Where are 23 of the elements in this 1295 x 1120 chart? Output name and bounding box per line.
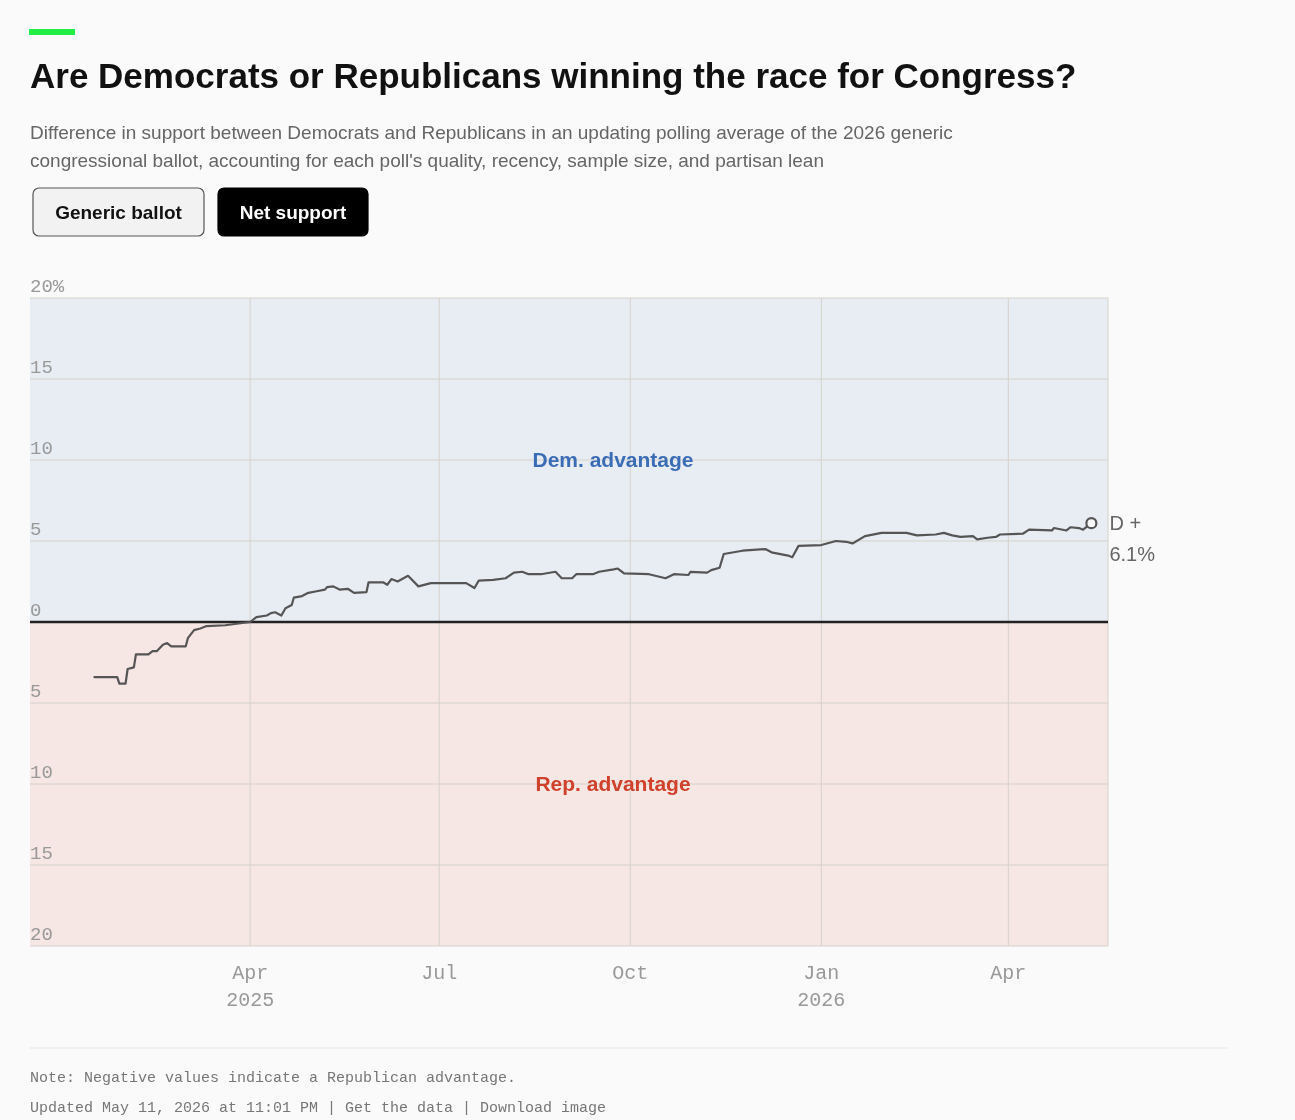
band-label: Dem. advantage xyxy=(532,448,694,471)
y-tick-label: 0 xyxy=(30,600,42,622)
y-tick-label: 20% xyxy=(30,276,65,298)
toggle-button: Generic ballot xyxy=(32,187,205,237)
text: Updated May 11, 2026 at 11:01 PM | Get the data | Download image xyxy=(30,1100,607,1117)
y-tick-label: 5 xyxy=(30,681,42,703)
text: Note: Negative values indicate a Republican advantage. xyxy=(30,1070,517,1087)
y-tick-label: 10 xyxy=(30,438,53,460)
chart-subtitle: Difference in support between Democrats and Republicans in an updating polling average of the 2026 generic congressional ballot, accounting for each poll's quality, recency, sample size, and partisan lean xyxy=(30,122,953,171)
annotation: D + 6.1% xyxy=(1109,512,1156,566)
chart-title: Are Democrats or Republicans winning the race for Congress? xyxy=(30,56,1077,95)
y-tick-label: 20 xyxy=(30,924,53,946)
toggle-button: Net support xyxy=(217,187,369,237)
x-tick-label: Apr xyxy=(990,962,1027,985)
x-tick-label: Jul xyxy=(421,962,458,985)
x-tick-label: Apr 2025 xyxy=(226,962,275,1012)
y-tick-label: 10 xyxy=(30,762,53,784)
y-tick-label: 15 xyxy=(30,357,53,379)
x-tick-label: Jan 2026 xyxy=(797,962,846,1012)
y-tick-label: 5 xyxy=(30,519,42,541)
y-tick-label: 15 xyxy=(30,843,53,865)
band-label: Rep. advantage xyxy=(535,772,691,795)
x-tick-label: Oct xyxy=(612,962,649,985)
